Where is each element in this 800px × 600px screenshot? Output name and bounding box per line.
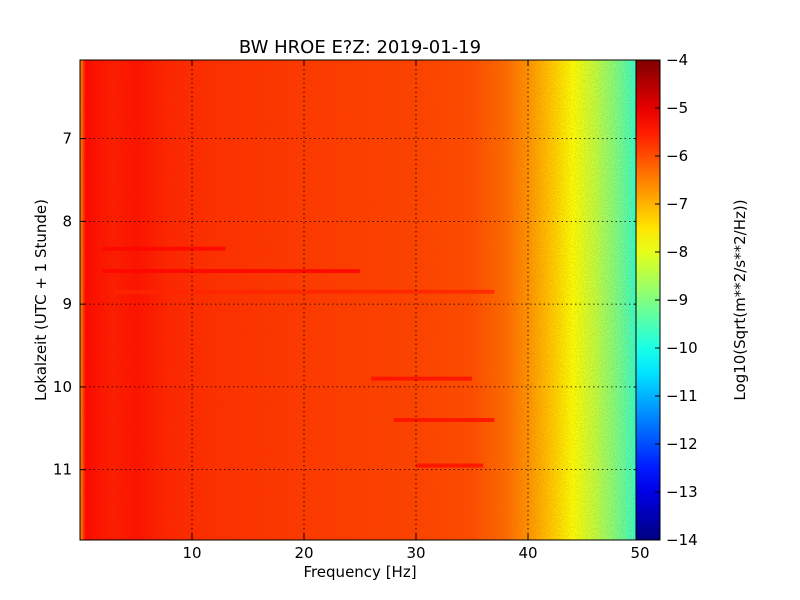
y-axis-label: Lokalzeit (UTC + 1 Stunde) [32, 199, 50, 401]
spectral-streak-5 [416, 463, 484, 468]
colorbar-tick-label: −10 [666, 339, 698, 357]
colorbar-tick-label: −14 [666, 531, 698, 549]
spectral-streak-4 [393, 418, 495, 422]
colorbar-tick-label: −9 [666, 291, 688, 309]
colorbar-tick-label: −13 [666, 483, 698, 501]
spectrogram-noise [80, 60, 640, 540]
y-tick-label: 9 [62, 295, 72, 313]
x-tick-label: 40 [518, 544, 537, 562]
x-tick-label: 10 [182, 544, 201, 562]
plot-area: 10 20 30 40 50 7 8 9 10 11 [53, 59, 650, 562]
x-axis-ticks: 10 20 30 40 50 [182, 60, 650, 562]
colorbar-tick-label: −6 [666, 147, 688, 165]
colorbar-label: Log10(Sqrt(m**2/s**2/Hz)) [731, 199, 749, 400]
y-tick-label: 11 [53, 461, 72, 479]
spectral-streak-2 [102, 269, 361, 274]
colorbar-tick-label: −4 [666, 51, 688, 69]
spectral-streak-6 [113, 289, 495, 294]
y-tick-label: 7 [62, 130, 72, 148]
y-axis-ticks: 7 8 9 10 11 [53, 130, 640, 479]
colorbar-tick-label: −11 [666, 387, 698, 405]
spectral-streak-1 [102, 246, 226, 251]
x-tick-label: 30 [406, 544, 425, 562]
y-tick-label: 8 [62, 212, 72, 230]
spectrogram-features [102, 246, 495, 468]
y-tick-label: 10 [53, 378, 72, 396]
grid-lines [80, 60, 640, 540]
colorbar: −4 −5 −6 −7 −8 −9 −10 −11 −12 −13 −14 Log10(Sqrt(m… [635, 51, 749, 549]
x-tick-label: 50 [630, 544, 649, 562]
spectral-streak-3 [371, 376, 472, 381]
colorbar-tick-label: −5 [666, 99, 688, 117]
x-axis-label: Frequency [Hz] [303, 563, 416, 581]
x-tick-label: 20 [294, 544, 313, 562]
colorbar-tick-label: −8 [666, 243, 688, 261]
colorbar-tick-label: −12 [666, 435, 698, 453]
colorbar-ticks: −4 −5 −6 −7 −8 −9 −10 −11 −12 −13 −14 [655, 51, 698, 549]
chart-title: BW HROE E?Z: 2019-01-19 [239, 37, 481, 58]
colorbar-tick-label: −7 [666, 195, 688, 213]
